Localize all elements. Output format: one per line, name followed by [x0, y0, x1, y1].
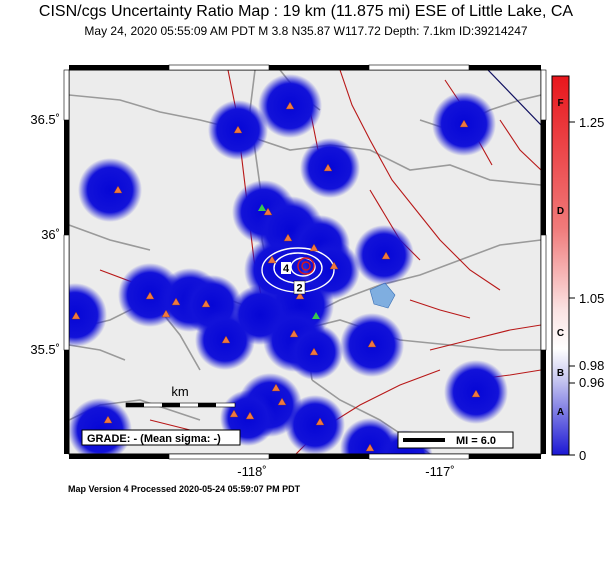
colorbar-letter: C [557, 328, 564, 339]
uncertainty-patches [69, 74, 508, 454]
x-axis-ticks: -118˚ -117˚ [237, 464, 454, 479]
mi-legend-box: MI = 6.0 [397, 431, 514, 449]
svg-text:4: 4 [283, 263, 290, 275]
colorbar-value: 0.96 [579, 375, 604, 390]
scale-label: km [171, 384, 188, 399]
epicenter-ring [297, 257, 315, 275]
colorbar-value: 0 [579, 448, 586, 463]
colorbar-value: 1.05 [579, 291, 604, 306]
svg-text:2: 2 [296, 283, 302, 295]
colorbar-value: 1.25 [579, 115, 604, 130]
colorbar-letter: F [557, 98, 563, 109]
grade-box: GRADE: - (Mean sigma: -) [81, 429, 241, 446]
x-tick-label: -118˚ [237, 464, 266, 479]
green-stations [258, 204, 320, 319]
event-info: May 24, 2020 05:55:09 AM PDT M 3.8 N35.8… [84, 24, 528, 38]
y-axis-ticks: 36.5˚ 36˚ 35.5˚ [30, 112, 60, 357]
y-tick-label: 36˚ [41, 227, 60, 242]
mi-label: MI = 6.0 [456, 435, 496, 447]
processing-footer: Map Version 4 Processed 2020-05-24 05:59… [68, 484, 301, 494]
map-title: CISN/cgs Uncertainty Ratio Map : 19 km (… [38, 3, 574, 20]
scale-bar: km [125, 384, 236, 408]
x-tick-label: -117˚ [425, 464, 454, 479]
y-tick-label: 36.5˚ [30, 112, 60, 127]
stations-layer [71, 101, 481, 452]
colorbar-value: 0.98 [579, 358, 604, 373]
colorbar-letter: A [557, 407, 564, 418]
contour-label-2: 2 [293, 280, 306, 295]
grade-label: GRADE: - (Mean sigma: -) [87, 433, 221, 445]
colorbar-letter: B [557, 368, 564, 379]
contour-label-4: 4 [281, 262, 291, 275]
colorbar-letter: D [557, 206, 564, 217]
colorbar: F D C B A 1.25 1.05 0.98 0.96 0 [551, 75, 604, 463]
y-tick-label: 35.5˚ [30, 342, 60, 357]
map-frame [63, 64, 547, 460]
